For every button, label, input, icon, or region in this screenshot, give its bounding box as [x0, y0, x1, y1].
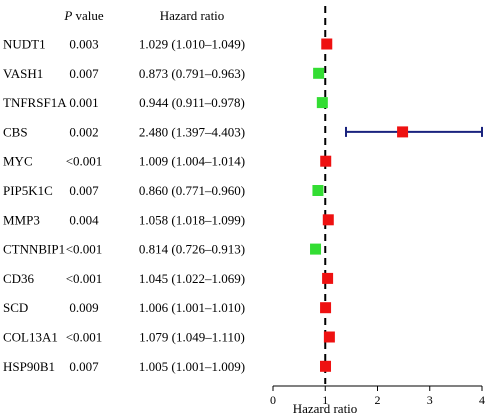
x-axis-label: Hazard ratio	[293, 401, 358, 416]
header-p-value: P value	[63, 8, 104, 23]
x-tick-label: 3	[427, 393, 433, 407]
p-value: 0.002	[69, 124, 98, 139]
hazard-ratio-text: 0.814 (0.726–0.913)	[139, 242, 245, 257]
table-row: MMP3 0.004 1.058 (1.018–1.099)	[3, 212, 245, 227]
p-value: 0.004	[69, 212, 99, 227]
p-value: 0.003	[69, 37, 98, 52]
hazard-ratio-text: 1.005 (1.001–1.009)	[139, 359, 245, 374]
hazard-ratio-text: 0.873 (0.791–0.963)	[139, 66, 245, 81]
table-row: NUDT1 0.003 1.029 (1.010–1.049)	[3, 37, 245, 52]
table-row: CTNNBIP1 <0.001 0.814 (0.726–0.913)	[3, 242, 245, 257]
hazard-ratio-point	[322, 214, 334, 226]
hazard-ratio-point	[320, 302, 332, 314]
table-row: MYC <0.001 1.009 (1.004–1.014)	[3, 154, 245, 169]
hazard-ratio-text: 1.079 (1.049–1.110)	[139, 330, 245, 345]
hazard-ratio-point	[321, 38, 333, 50]
hazard-ratio-point	[316, 97, 328, 109]
table-rows: NUDT1 0.003 1.029 (1.010–1.049) VASH1 0.007 0…	[3, 37, 245, 374]
gene-label: MYC	[3, 154, 33, 169]
plot-area	[310, 6, 483, 384]
hazard-ratio-text: 1.006 (1.001–1.010)	[139, 300, 245, 315]
gene-label: SCD	[3, 300, 28, 315]
header-hazard-ratio: Hazard ratio	[160, 8, 225, 23]
p-value: <0.001	[66, 271, 103, 286]
gene-label: MMP3	[3, 212, 40, 227]
x-tick-label: 2	[375, 393, 381, 407]
gene-label: HSP90B1	[3, 359, 55, 374]
table-row: CBS 0.002 2.480 (1.397–4.403)	[3, 124, 245, 139]
x-tick-label: 1	[322, 393, 328, 407]
table-row: PIP5K1C 0.007 0.860 (0.771–0.960)	[3, 183, 245, 198]
p-value: <0.001	[66, 330, 103, 345]
hazard-ratio-point	[320, 360, 332, 372]
p-value: <0.001	[66, 242, 103, 257]
p-value: 0.007	[69, 66, 99, 81]
p-value: <0.001	[66, 154, 103, 169]
hazard-ratio-text: 1.009 (1.004–1.014)	[139, 154, 245, 169]
gene-label: NUDT1	[3, 37, 46, 52]
table-row: CD36 <0.001 1.045 (1.022–1.069)	[3, 271, 245, 286]
p-value: 0.009	[69, 300, 98, 315]
gene-label: CD36	[3, 271, 35, 286]
table-row: HSP90B1 0.007 1.005 (1.001–1.009)	[3, 359, 245, 374]
header-p-italic: P	[63, 8, 72, 23]
hazard-ratio-text: 1.029 (1.010–1.049)	[139, 37, 245, 52]
gene-label: COL13A1	[3, 330, 58, 345]
table-row: TNFRSF1A 0.001 0.944 (0.911–0.978)	[3, 95, 245, 110]
hazard-ratio-text: 0.944 (0.911–0.978)	[139, 95, 245, 110]
x-axis: 0 1 2 3 4	[270, 385, 485, 407]
x-tick-label: 4	[479, 393, 485, 407]
x-tick-label: 0	[270, 393, 276, 407]
table-row: VASH1 0.007 0.873 (0.791–0.963)	[3, 66, 245, 81]
table-row: SCD 0.009 1.006 (1.001–1.010)	[3, 300, 245, 315]
hazard-ratio-text: 1.045 (1.022–1.069)	[139, 271, 245, 286]
header-p-rest: value	[72, 8, 104, 23]
hazard-ratio-point	[397, 126, 409, 138]
hazard-ratio-point	[313, 67, 325, 79]
hazard-ratio-text: 0.860 (0.771–0.960)	[139, 183, 245, 198]
gene-label: VASH1	[3, 66, 43, 81]
gene-label: CBS	[3, 124, 28, 139]
hazard-ratio-point	[320, 155, 332, 167]
table-row: COL13A1 <0.001 1.079 (1.049–1.110)	[3, 330, 245, 345]
hazard-ratio-point	[312, 185, 324, 196]
p-value: 0.007	[69, 183, 99, 198]
hazard-ratio-point	[323, 331, 335, 343]
table-header: P value Hazard ratio	[63, 8, 224, 23]
p-value: 0.007	[69, 359, 99, 374]
hazard-ratio-text: 2.480 (1.397–4.403)	[139, 124, 245, 139]
gene-label: CTNNBIP1	[3, 242, 65, 257]
gene-label: PIP5K1C	[3, 183, 53, 198]
hazard-ratio-point	[310, 243, 322, 255]
p-value: 0.001	[69, 95, 98, 110]
gene-label: TNFRSF1A	[3, 95, 67, 110]
hazard-ratio-text: 1.058 (1.018–1.099)	[139, 212, 245, 227]
hazard-ratio-point	[322, 272, 334, 284]
